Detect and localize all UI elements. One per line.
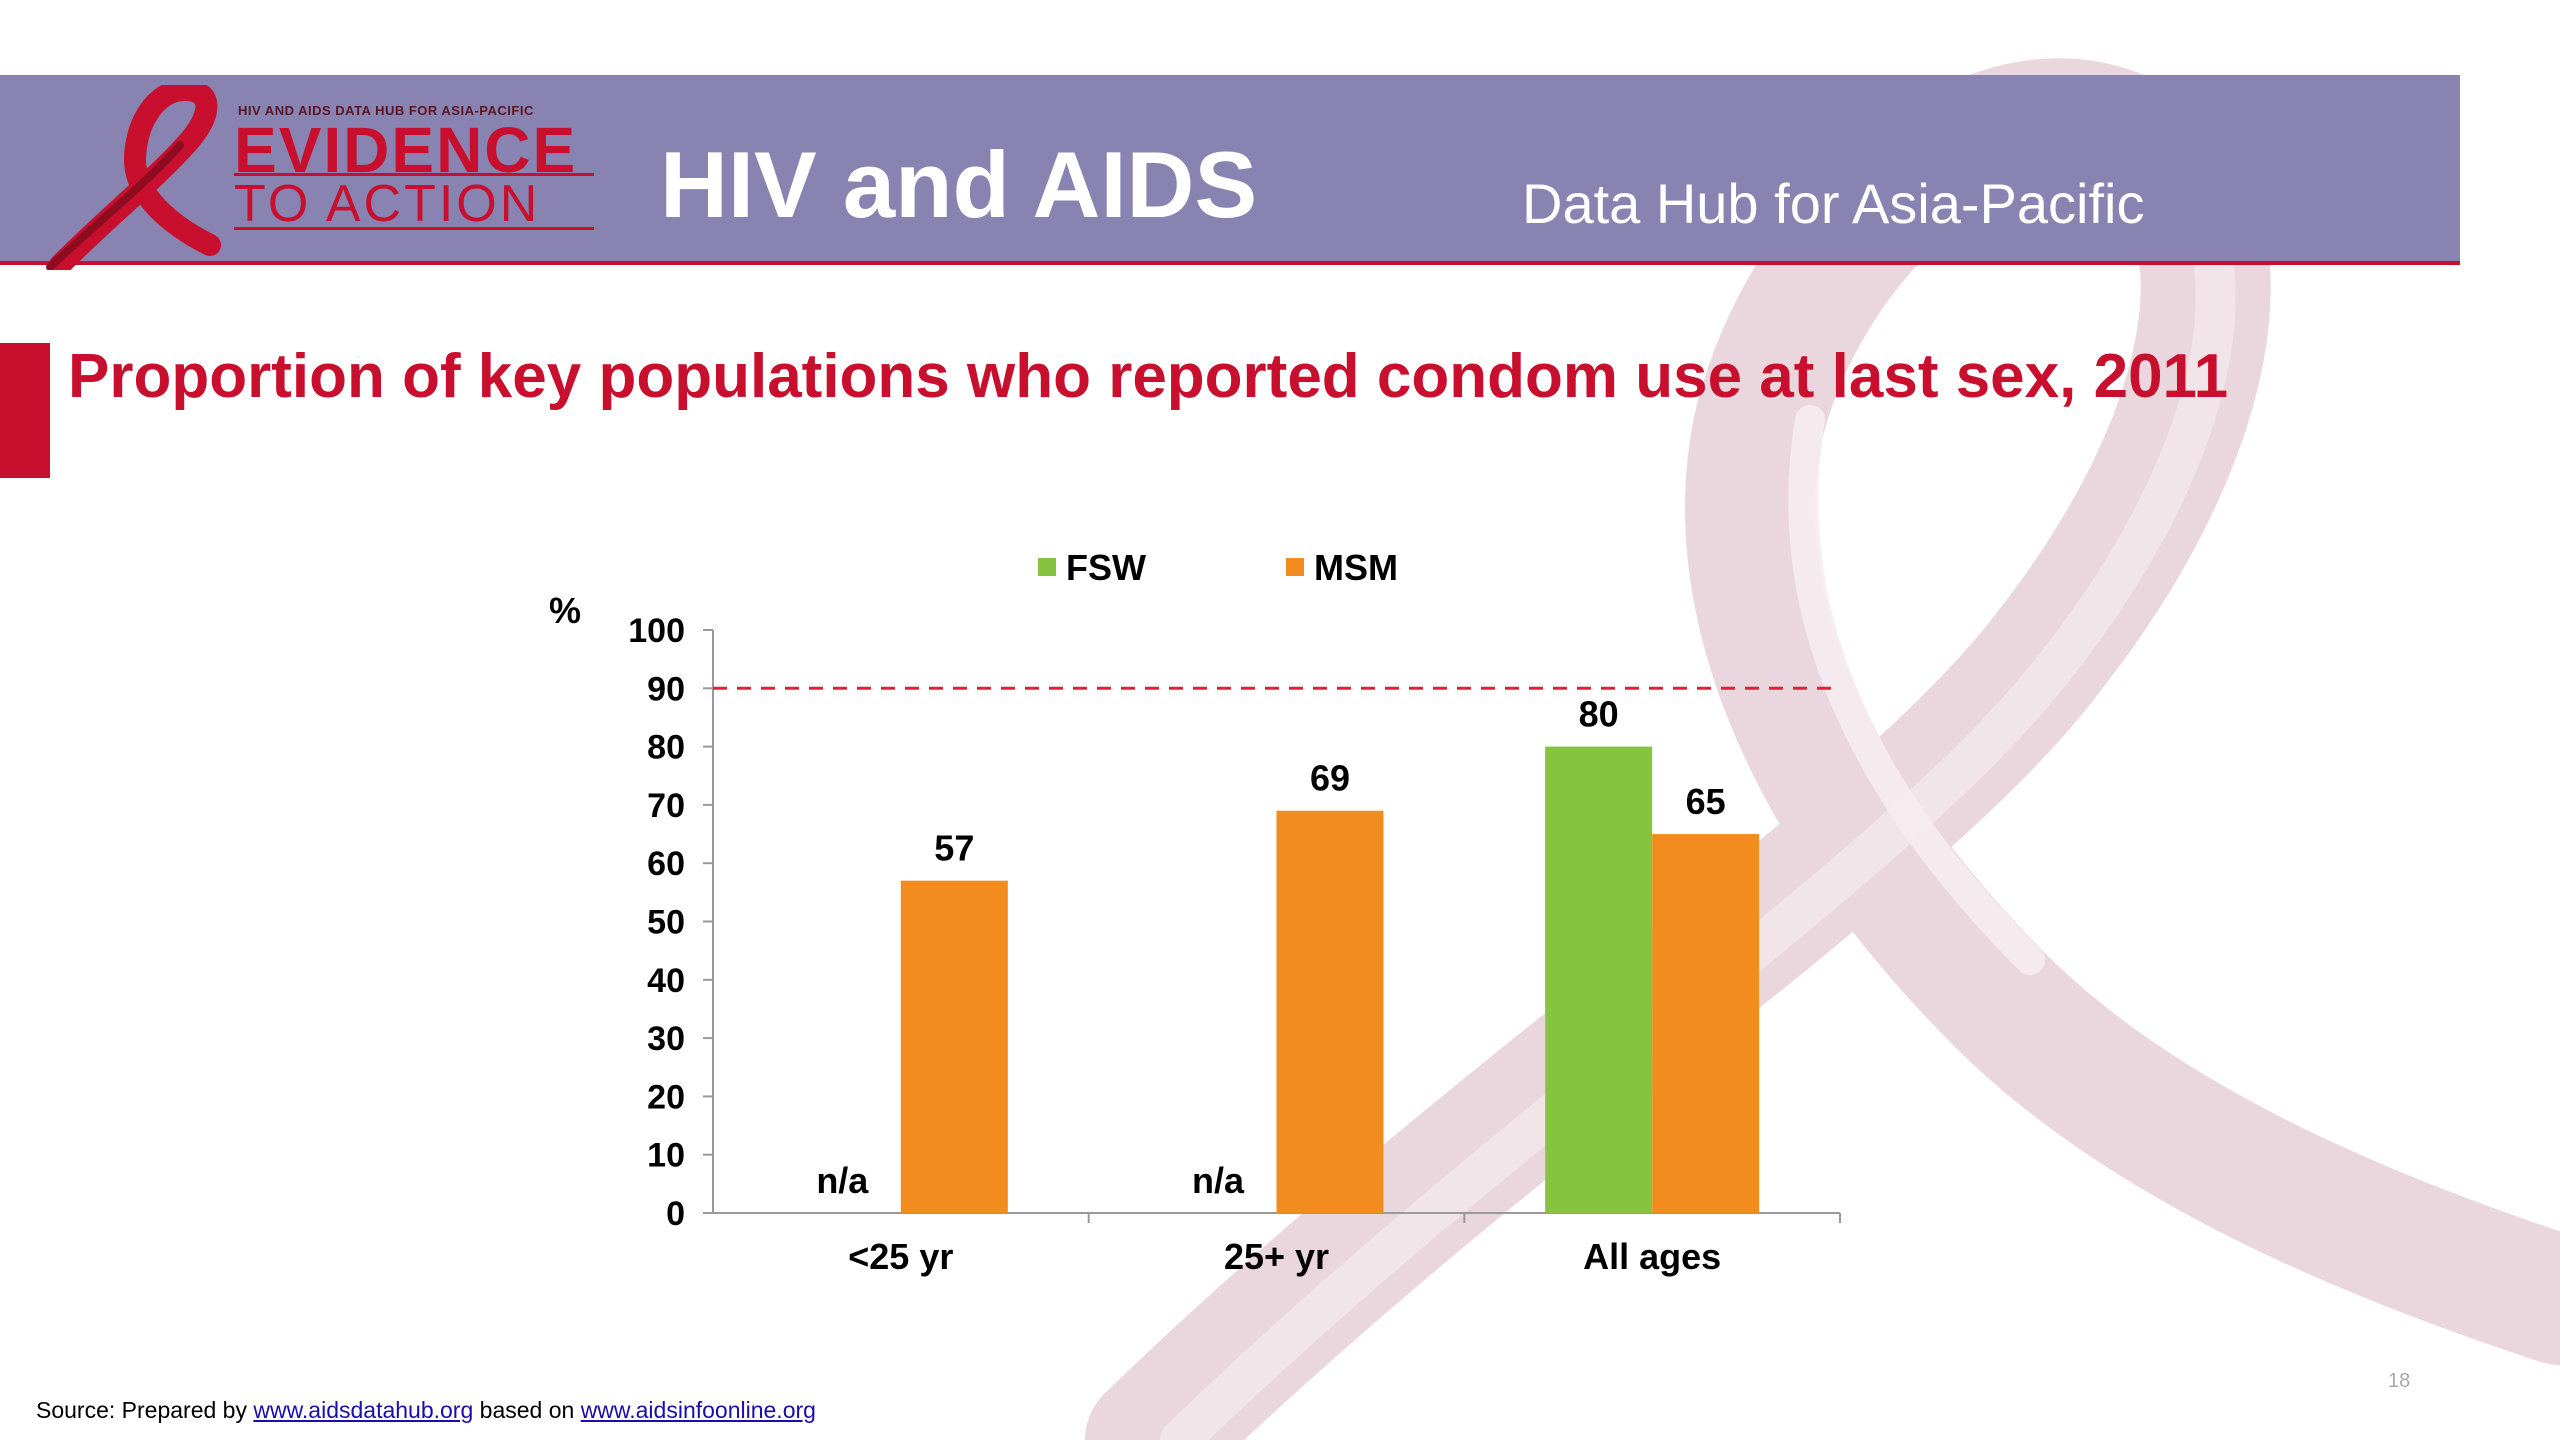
- y-tick-label: 20: [647, 1078, 685, 1116]
- bar-msm: [1276, 810, 1384, 1213]
- logo-rule: [234, 173, 594, 176]
- y-axis-label: %: [549, 590, 581, 631]
- logo-rule: [234, 227, 594, 230]
- legend-label: MSM: [1314, 547, 1398, 588]
- x-tick-label: <25 yr: [848, 1236, 953, 1277]
- slide-title: Proportion of key populations who report…: [68, 342, 2229, 411]
- y-tick-label: 80: [647, 729, 685, 767]
- source-middle: based on: [473, 1397, 581, 1423]
- data-label: 65: [1686, 781, 1726, 822]
- header-title: HIV and AIDS: [660, 132, 1258, 237]
- bar-msm: [1652, 834, 1760, 1213]
- y-tick-label: 60: [647, 845, 685, 883]
- data-label: n/a: [1192, 1160, 1245, 1201]
- page-number: 18: [2388, 1370, 2411, 1392]
- data-label: 57: [934, 828, 974, 869]
- y-tick-label: 90: [647, 670, 685, 708]
- logo-action-text: TO ACTION: [234, 175, 541, 233]
- source-prefix: Source: Prepared by: [36, 1397, 254, 1423]
- y-tick-label: 10: [647, 1137, 685, 1175]
- y-tick-label: 50: [647, 904, 685, 942]
- y-tick-label: 70: [647, 787, 685, 825]
- title-accent-bar: [0, 343, 50, 478]
- header-band: [0, 75, 2460, 265]
- data-label: n/a: [816, 1160, 869, 1201]
- y-tick-label: 0: [666, 1195, 685, 1233]
- bar-fsw: [1545, 746, 1653, 1213]
- ribbon-logo-icon: [46, 85, 221, 270]
- x-tick-label: 25+ yr: [1224, 1236, 1329, 1277]
- x-tick-label: All ages: [1583, 1236, 1721, 1277]
- y-tick-label: 100: [628, 612, 685, 650]
- data-label: 80: [1579, 694, 1619, 735]
- bar-msm: [900, 880, 1008, 1213]
- legend-swatch-fsw: [1038, 558, 1056, 576]
- y-tick-label: 40: [647, 962, 685, 1000]
- logo-tagline: HIV AND AIDS DATA HUB FOR ASIA-PACIFIC: [238, 103, 534, 118]
- source-link-aidsinfoonline[interactable]: www.aidsinfoonline.org: [580, 1397, 816, 1423]
- source-link-aidsdatahub[interactable]: www.aidsdatahub.org: [253, 1397, 474, 1423]
- header-subtitle: Data Hub for Asia-Pacific: [1522, 172, 2145, 235]
- legend-swatch-msm: [1286, 558, 1304, 576]
- y-tick-label: 30: [647, 1020, 685, 1058]
- legend-label: FSW: [1066, 547, 1146, 588]
- logo-evidence-text: EVIDENCE: [234, 114, 578, 186]
- data-label: 69: [1310, 758, 1350, 799]
- source-note: Source: Prepared by www.aidsdatahub.org …: [36, 1397, 816, 1424]
